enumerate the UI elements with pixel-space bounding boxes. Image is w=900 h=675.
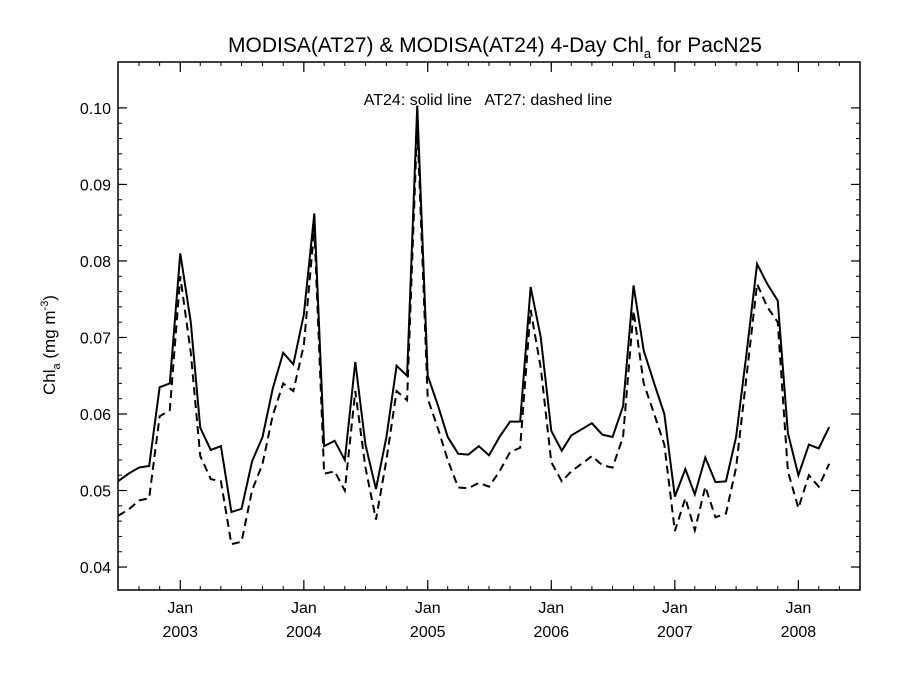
y-tick-label: 0.05 <box>80 484 111 501</box>
x-tick-year-label: 2004 <box>286 624 322 641</box>
x-tick-month-label: Jan <box>662 600 688 617</box>
y-axis-label-close: ) <box>40 295 59 301</box>
x-tick-month-label: Jan <box>538 600 564 617</box>
y-axis-label-main: Chl <box>40 369 59 395</box>
x-tick-month-label: Jan <box>785 600 811 617</box>
y-tick-label: 0.06 <box>80 407 111 424</box>
y-tick-label: 0.10 <box>80 101 111 118</box>
y-axis-label: Chla (mg m-3) <box>39 295 63 395</box>
x-tick-year-label: 2003 <box>162 624 198 641</box>
series-line-at27 <box>117 123 831 546</box>
plot-frame <box>117 61 861 591</box>
y-tick-label: 0.08 <box>80 254 111 271</box>
chart-title-tail: for PacN25 <box>651 34 762 57</box>
x-tick-year-label: 2008 <box>781 624 817 641</box>
y-tick-label: 0.07 <box>80 330 111 347</box>
data-lines <box>117 105 831 546</box>
x-tick-month-label: Jan <box>415 600 441 617</box>
x-tick-month-label: Jan <box>167 600 193 617</box>
y-axis-label-unit: (mg m <box>40 310 59 363</box>
y-axis-ticks: 0.04 0.05 0.06 0.07 0.08 0.09 0.10 <box>80 101 860 577</box>
chart-title-subscript: a <box>644 46 652 61</box>
x-tick-year-label: 2006 <box>533 624 569 641</box>
chart-title: MODISA(AT27) & MODISA(AT24) 4-Day Chla f… <box>228 34 762 61</box>
x-tick-month-label: Jan <box>291 600 317 617</box>
x-axis-ticks: Jan 2003 Jan 2004 Jan 2005 Jan 2006 Jan 2007 Jan 20… <box>138 62 840 641</box>
x-tick-year-label: 2007 <box>657 624 693 641</box>
y-axis-label-subscript: a <box>51 362 63 369</box>
x-tick-year-label: 2005 <box>410 624 446 641</box>
y-tick-label: 0.09 <box>80 177 111 194</box>
chart-title-main: MODISA(AT27) & MODISA(AT24) 4-Day Chl <box>228 34 644 57</box>
series-line-at24 <box>117 105 831 514</box>
line-style-annotation: AT24: solid line AT27: dashed line <box>364 92 613 109</box>
y-axis-label-superscript: -3 <box>39 301 51 311</box>
y-tick-label: 0.04 <box>80 560 111 577</box>
